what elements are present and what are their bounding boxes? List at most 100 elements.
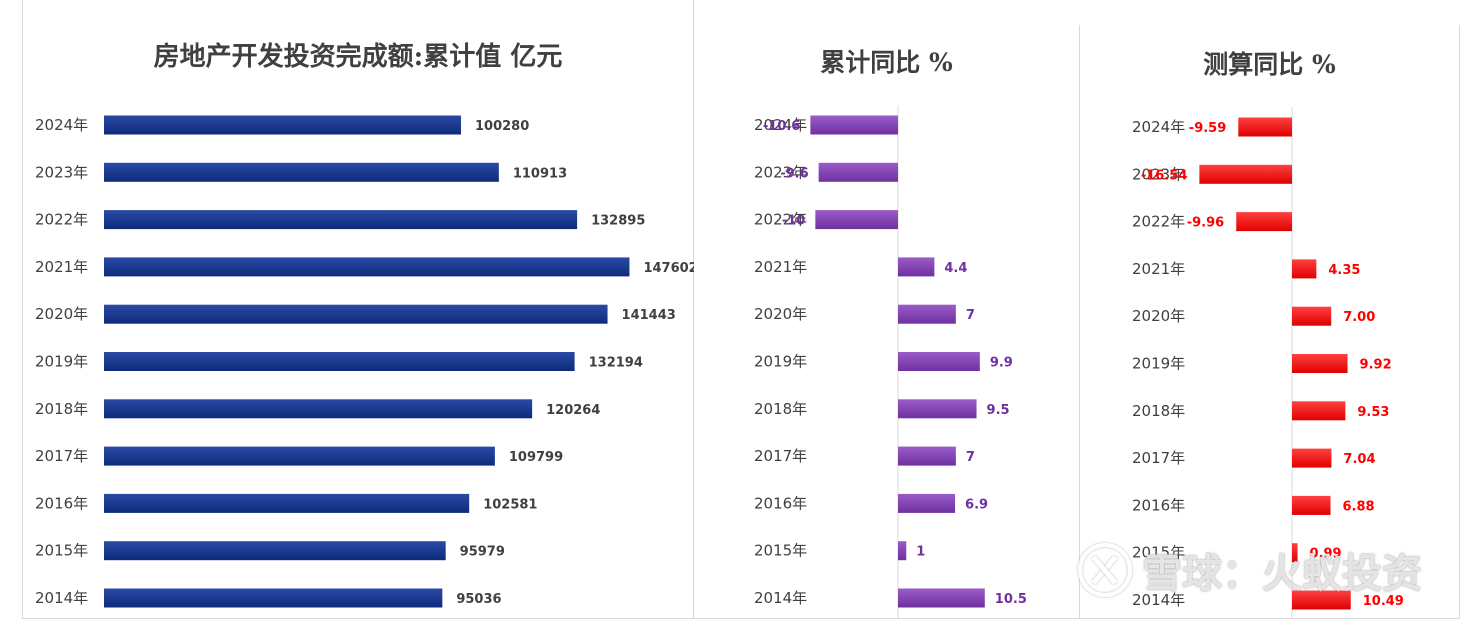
category-label: 2024年 xyxy=(754,116,807,134)
bar xyxy=(104,257,630,277)
chart-title: 测算同比 % xyxy=(1203,50,1336,79)
bar xyxy=(104,541,446,561)
data-label: 7.00 xyxy=(1343,310,1375,325)
bar xyxy=(898,493,956,513)
category-label: 2014年 xyxy=(1132,591,1185,609)
cumulative-investment-chart: 2024年 100280 2023年 110913 2022年 132895 2021年 14… xyxy=(35,115,698,608)
category-label: 2017年 xyxy=(1132,449,1185,467)
category-label: 2023年 xyxy=(35,163,88,181)
category-label: 2018年 xyxy=(1132,402,1185,420)
data-label: 110913 xyxy=(513,166,567,181)
chart-title: 房地产开发投资完成额:累计值 亿元 xyxy=(153,42,563,72)
bar xyxy=(898,399,977,419)
bar xyxy=(815,210,898,230)
category-label: 2020年 xyxy=(1132,307,1185,325)
data-label: 10.5 xyxy=(995,592,1027,607)
category-label: 2015年 xyxy=(754,542,807,560)
bar xyxy=(104,162,499,182)
bar xyxy=(1236,212,1292,232)
category-label: 2021年 xyxy=(754,258,807,276)
data-label: 9.5 xyxy=(987,403,1010,418)
data-label: -9.6 xyxy=(780,166,808,181)
data-label: 4.4 xyxy=(944,261,967,276)
data-label: 141443 xyxy=(622,308,676,323)
bar xyxy=(1199,164,1292,184)
category-label: 2016年 xyxy=(754,494,807,512)
bar xyxy=(104,304,608,324)
data-label: 102581 xyxy=(483,497,537,512)
bar xyxy=(1292,543,1298,563)
category-label: 2018年 xyxy=(35,400,88,418)
bar xyxy=(810,115,898,135)
xueqiu-logo-icon xyxy=(1078,543,1132,597)
bar xyxy=(1238,117,1292,137)
category-label: 2023年 xyxy=(1132,165,1185,183)
data-label: 100280 xyxy=(475,119,529,134)
category-label: 2022年 xyxy=(754,211,807,229)
data-label: 6.9 xyxy=(965,497,988,512)
category-label: 2015年 xyxy=(1132,544,1185,562)
data-label: 109799 xyxy=(509,450,563,465)
bar xyxy=(104,352,575,371)
data-label: -10.6 xyxy=(763,119,800,134)
data-label: 9.92 xyxy=(1360,358,1392,373)
data-label: 120264 xyxy=(546,403,600,418)
category-label: 2024年 xyxy=(35,116,88,134)
bar xyxy=(898,257,935,277)
category-label: 2020年 xyxy=(754,305,807,323)
data-label: 9.9 xyxy=(990,356,1013,371)
data-label: 7 xyxy=(966,308,975,323)
data-label: -9.96 xyxy=(1187,216,1224,231)
data-label: 95036 xyxy=(456,592,501,607)
bar xyxy=(1292,306,1332,326)
data-label: -10 xyxy=(782,214,806,229)
category-label: 2020年 xyxy=(35,305,88,323)
bar xyxy=(1292,448,1332,468)
cumulative-investment-chart-panel: 房地产开发投资完成额:累计值 亿元 2024年 100280 2023年 110913… xyxy=(22,0,698,619)
bar xyxy=(818,162,898,182)
bar xyxy=(104,588,443,608)
data-label: 95979 xyxy=(460,545,505,560)
category-label: 2017年 xyxy=(35,447,88,465)
data-label: 9.53 xyxy=(1357,405,1389,420)
chart-title: 累计同比 % xyxy=(820,48,953,77)
category-label: 2021年 xyxy=(35,258,88,276)
watermark: 雪球：火蚁投资 xyxy=(1078,540,1438,600)
data-label: 132895 xyxy=(591,214,645,229)
data-label: 147602 xyxy=(643,261,697,276)
cumulative-yoy-chart-panel: 累计同比 % 2024年 -10.6 2023年 -9.6 2022年 -10 2021年 4… xyxy=(694,25,1080,619)
bar xyxy=(898,446,956,466)
data-label: 132194 xyxy=(589,356,643,371)
category-label: 2017年 xyxy=(754,447,807,465)
bar xyxy=(104,399,533,419)
category-label: 2022年 xyxy=(35,211,88,229)
category-label: 2019年 xyxy=(754,353,807,371)
bar xyxy=(1292,401,1346,421)
bar xyxy=(898,304,956,324)
category-label: 2015年 xyxy=(35,542,88,560)
category-label: 2014年 xyxy=(35,589,88,607)
category-label: 2019年 xyxy=(1132,355,1185,373)
data-label: -16.54 xyxy=(1141,168,1188,183)
cumulative-yoy-chart: 2024年-10.6 2023年-9.6 2022年-10 2021年 4.4 2020年… xyxy=(754,105,1027,619)
data-label: 7 xyxy=(966,450,975,465)
bar xyxy=(1292,259,1317,279)
data-label: 1 xyxy=(916,545,925,560)
category-label: 2018年 xyxy=(754,400,807,418)
category-label: 2016年 xyxy=(35,494,88,512)
category-label: 2016年 xyxy=(1132,496,1185,514)
category-label: 2024年 xyxy=(1132,118,1185,136)
category-label: 2022年 xyxy=(1132,213,1185,231)
data-label: 4.35 xyxy=(1328,263,1360,278)
data-label: 7.04 xyxy=(1343,452,1375,467)
bar xyxy=(898,541,907,561)
bar xyxy=(1292,354,1348,373)
watermark-text: 雪球：火蚁投资 xyxy=(1142,551,1422,597)
category-label: 2014年 xyxy=(754,589,807,607)
bar xyxy=(104,115,461,135)
estimated-yoy-chart-panel: 测算同比 % 2024年 -9.59 2023年 -16.54 2022年 -9.96 20… xyxy=(1080,25,1460,619)
estimated-yoy-chart: 2024年 -9.59 2023年-16.54 2022年 -9.96 2021年 4.35… xyxy=(1132,107,1404,619)
data-label: -9.59 xyxy=(1189,121,1226,136)
bar xyxy=(898,588,985,608)
bar xyxy=(898,352,980,371)
